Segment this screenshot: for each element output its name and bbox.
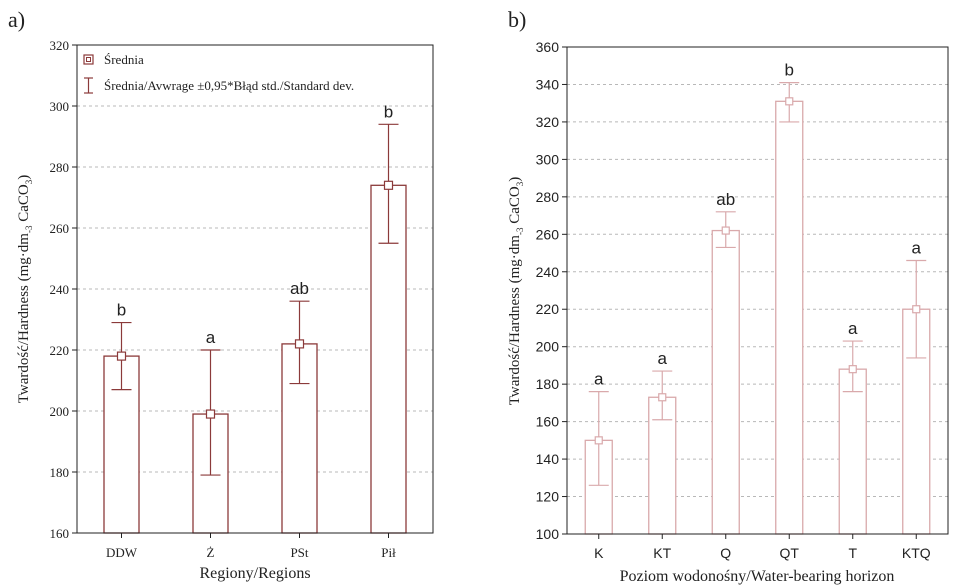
x-axis-title-a: Regiony/Regions xyxy=(199,565,310,582)
y-tick-label: 240 xyxy=(50,282,70,297)
significance-letter: b xyxy=(384,102,393,121)
significance-letter: b xyxy=(785,61,794,80)
chart-b: a a ab b a a 100 120 140 160 180 200 220 240 260 280 30… xyxy=(507,39,949,585)
significance-letter: b xyxy=(117,301,126,320)
significance-letter: a xyxy=(594,370,604,389)
legend-error-label: Średnia/Avwrage ±0,95*Błąd std./Standard… xyxy=(104,78,354,93)
panel-label-a: a) xyxy=(8,7,25,32)
y-tick-label: 160 xyxy=(536,414,560,430)
y-tick-label: 220 xyxy=(50,343,70,358)
significance-letter: ab xyxy=(290,279,309,298)
legend-mean-marker-inner xyxy=(86,57,91,62)
y-tick-label: 260 xyxy=(536,226,560,242)
bar xyxy=(775,100,804,535)
x-tick-label: Q xyxy=(720,545,731,561)
legend-mean-label: Średnia xyxy=(104,52,144,67)
y-tick-label: 120 xyxy=(536,489,560,505)
y-tick-label: 340 xyxy=(536,76,560,92)
bars-b: a a ab b a a xyxy=(584,61,931,535)
bar xyxy=(711,229,740,535)
y-tick-label: 320 xyxy=(536,114,560,130)
significance-letter: ab xyxy=(716,190,735,209)
tick-labels-b: 100 120 140 160 180 200 220 240 260 280 300 320 340 3… xyxy=(536,39,931,561)
legend-mean-marker xyxy=(83,54,94,65)
plot-frame-b xyxy=(566,46,949,535)
x-axis-title-b: Poziom wodonośny/Water-bearing horizon xyxy=(620,568,895,585)
x-tick-label: PSt xyxy=(290,545,308,560)
y-tick-label: 320 xyxy=(50,38,70,53)
x-tick-label: KTQ xyxy=(902,545,931,561)
x-tick-label: T xyxy=(848,545,857,561)
x-tick-label: Ż xyxy=(207,545,215,560)
mean-marker xyxy=(658,393,667,402)
mean-marker xyxy=(848,365,857,374)
significance-letter: a xyxy=(848,319,858,338)
mean-marker xyxy=(785,97,794,106)
y-tick-label: 180 xyxy=(536,376,560,392)
y-tick-label: 280 xyxy=(536,189,560,205)
y-tick-label: 360 xyxy=(536,39,560,55)
tick-labels-a: 160 180 200 220 240 260 280 300 320 DDW Ż PSt Pił xyxy=(50,38,397,560)
panel-label-b: b) xyxy=(508,7,526,32)
legend-a: Średnia Średnia/Avwrage ±0,95*Błąd std./… xyxy=(83,52,354,94)
y-tick-label: 180 xyxy=(50,465,70,480)
y-tick-label: 200 xyxy=(50,404,70,419)
chart-a: b a ab b 160 180 200 220 240 260 280 300 320 DDW Ż PSt… xyxy=(16,38,434,582)
significance-letter: a xyxy=(206,328,216,347)
mean-marker xyxy=(294,339,305,349)
mean-marker xyxy=(594,436,603,445)
x-tick-label: QT xyxy=(780,545,800,561)
mean-marker xyxy=(205,409,216,419)
mean-marker xyxy=(383,180,394,190)
significance-letter: a xyxy=(658,349,668,368)
y-tick-label: 260 xyxy=(50,221,70,236)
grid-b xyxy=(562,46,948,535)
y-tick-label: 300 xyxy=(536,151,560,167)
mean-marker xyxy=(721,226,730,235)
significance-letter: a xyxy=(912,239,922,258)
y-axis-title-a: Twardość/Hardness (mg·dm-3 CaCO3) xyxy=(16,175,34,403)
x-tick-label: DDW xyxy=(106,545,138,560)
y-tick-label: 240 xyxy=(536,264,560,280)
plot-frame-a xyxy=(76,44,434,534)
y-tick-label: 100 xyxy=(536,526,560,542)
y-tick-label: 200 xyxy=(536,339,560,355)
y-tick-label: 280 xyxy=(50,160,70,175)
mean-marker xyxy=(912,305,921,314)
x-tick-label: K xyxy=(594,545,604,561)
bars-a: b a ab b xyxy=(103,102,407,534)
y-tick-label: 160 xyxy=(50,526,70,541)
y-tick-label: 300 xyxy=(50,99,70,114)
y-axis-title-b: Twardość/Hardness (mg·dm-3 CaCO3) xyxy=(507,177,525,405)
x-tick-label: Pił xyxy=(381,545,396,560)
mean-marker xyxy=(116,351,127,361)
y-tick-label: 220 xyxy=(536,301,560,317)
bar xyxy=(838,368,867,535)
y-tick-label: 140 xyxy=(536,451,560,467)
x-tick-label: KT xyxy=(653,545,671,561)
